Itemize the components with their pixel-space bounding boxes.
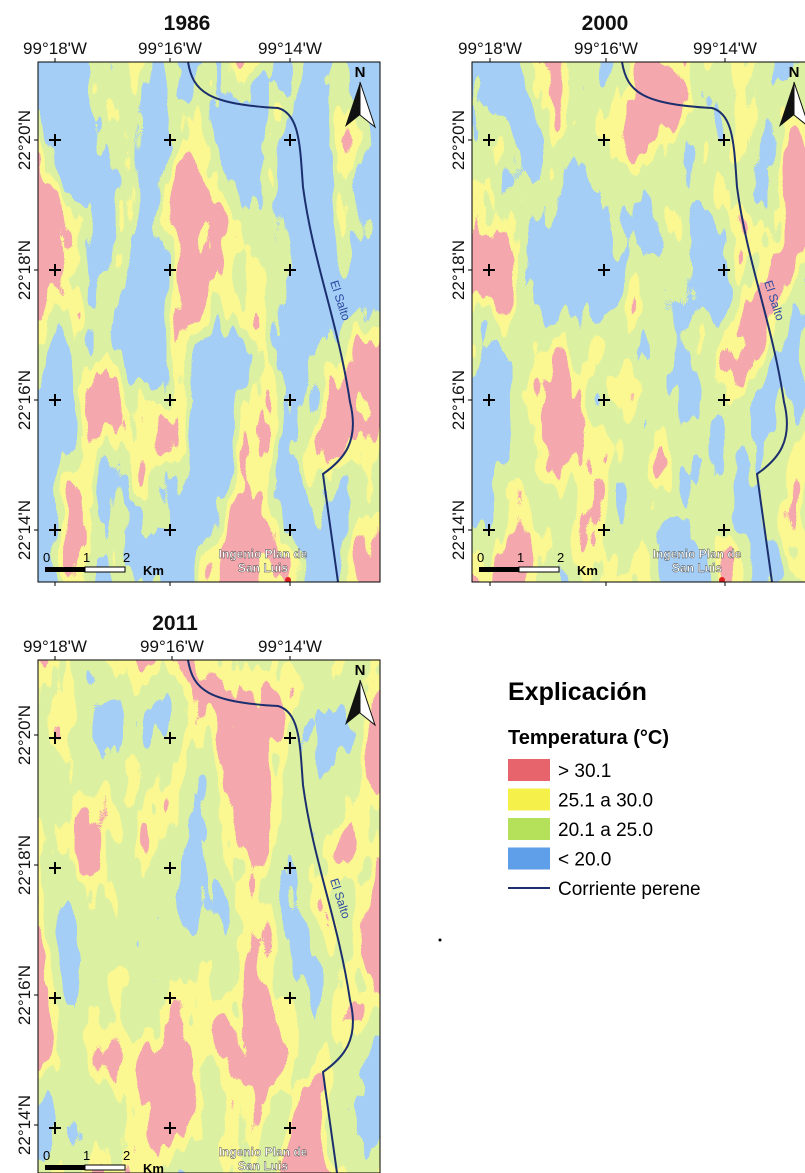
latitude-label: 22°14'N	[15, 1095, 34, 1155]
map-title: 1986	[164, 12, 211, 35]
scale-bar	[45, 567, 85, 572]
scale-unit: Km	[143, 563, 164, 578]
scale-label: 2	[123, 1148, 130, 1163]
legend-swatch	[508, 789, 550, 811]
map-title: 2000	[582, 12, 629, 35]
north-label: N	[789, 64, 800, 81]
latitude-label: 22°16'N	[15, 965, 34, 1025]
latitude-label: 22°14'N	[449, 500, 468, 560]
scale-bar	[85, 1165, 125, 1170]
place-label: Ingenio Plan de	[219, 1145, 308, 1159]
legend-label: > 30.1	[558, 761, 611, 782]
place-label: Ingenio Plan de	[653, 547, 742, 561]
legend-label: Corriente perene	[558, 879, 701, 900]
map-panel: El SaltoN012KmIngenio Plan deSan Luis201…	[15, 612, 380, 1173]
scale-bar	[479, 567, 519, 572]
temperature-raster	[38, 660, 380, 1173]
scale-bar	[519, 567, 559, 572]
legend-swatch	[508, 818, 550, 840]
place-label: San Luis	[238, 1159, 288, 1173]
map-body: El SaltoN012KmIngenio Plan deSan Luis	[472, 62, 805, 583]
scale-label: 1	[83, 1148, 90, 1163]
north-label: N	[355, 64, 366, 81]
longitude-label: 99°18'W	[458, 39, 522, 58]
legend-swatch	[508, 759, 550, 781]
scale-label: 2	[123, 550, 130, 565]
north-label: N	[355, 662, 366, 679]
latitude-label: 22°18'N	[15, 240, 34, 300]
latitude-label: 22°20'N	[15, 110, 34, 170]
longitude-label: 99°14'W	[693, 39, 757, 58]
latitude-label: 22°20'N	[449, 110, 468, 170]
longitude-label: 99°16'W	[140, 637, 204, 656]
longitude-label: 99°16'W	[574, 39, 638, 58]
map-body: El SaltoN012KmIngenio Plan deSan Luis	[38, 660, 380, 1173]
latitude-label: 22°18'N	[449, 240, 468, 300]
legend-label: < 20.0	[558, 850, 611, 871]
scale-label: 2	[557, 550, 564, 565]
legend-label: 20.1 a 25.0	[558, 820, 653, 841]
latitude-label: 22°16'N	[15, 370, 34, 430]
place-label: San Luis	[238, 561, 288, 575]
scale-unit: Km	[143, 1161, 164, 1173]
scale-label: 1	[517, 550, 524, 565]
scale-bar	[85, 567, 125, 572]
longitude-label: 99°18'W	[23, 637, 87, 656]
place-label: Ingenio Plan de	[219, 547, 308, 561]
scale-label: 0	[43, 1148, 50, 1163]
scale-label: 0	[43, 550, 50, 565]
legend-title: Explicación	[508, 678, 647, 706]
scale-bar	[45, 1165, 85, 1170]
latitude-label: 22°20'N	[15, 705, 34, 765]
scale-unit: Km	[577, 563, 598, 578]
latitude-label: 22°14'N	[15, 500, 34, 560]
legend-swatch	[508, 848, 550, 870]
longitude-label: 99°14'W	[258, 637, 322, 656]
temperature-raster	[38, 62, 380, 582]
place-label: San Luis	[672, 561, 722, 575]
figure: Explicación Temperatura (°C) El SaltoN01…	[0, 0, 805, 1173]
scale-label: 1	[83, 550, 90, 565]
longitude-label: 99°14'W	[258, 39, 322, 58]
legend-subtitle: Temperatura (°C)	[508, 727, 669, 749]
map-title: 2011	[152, 612, 198, 635]
scale-label: 0	[477, 550, 484, 565]
stray-dot	[439, 939, 442, 942]
latitude-label: 22°16'N	[449, 370, 468, 430]
temperature-raster	[472, 62, 805, 582]
longitude-label: 99°16'W	[138, 39, 202, 58]
longitude-label: 99°18'W	[23, 39, 87, 58]
legend-label: 25.1 a 30.0	[558, 791, 653, 812]
latitude-label: 22°18'N	[15, 835, 34, 895]
